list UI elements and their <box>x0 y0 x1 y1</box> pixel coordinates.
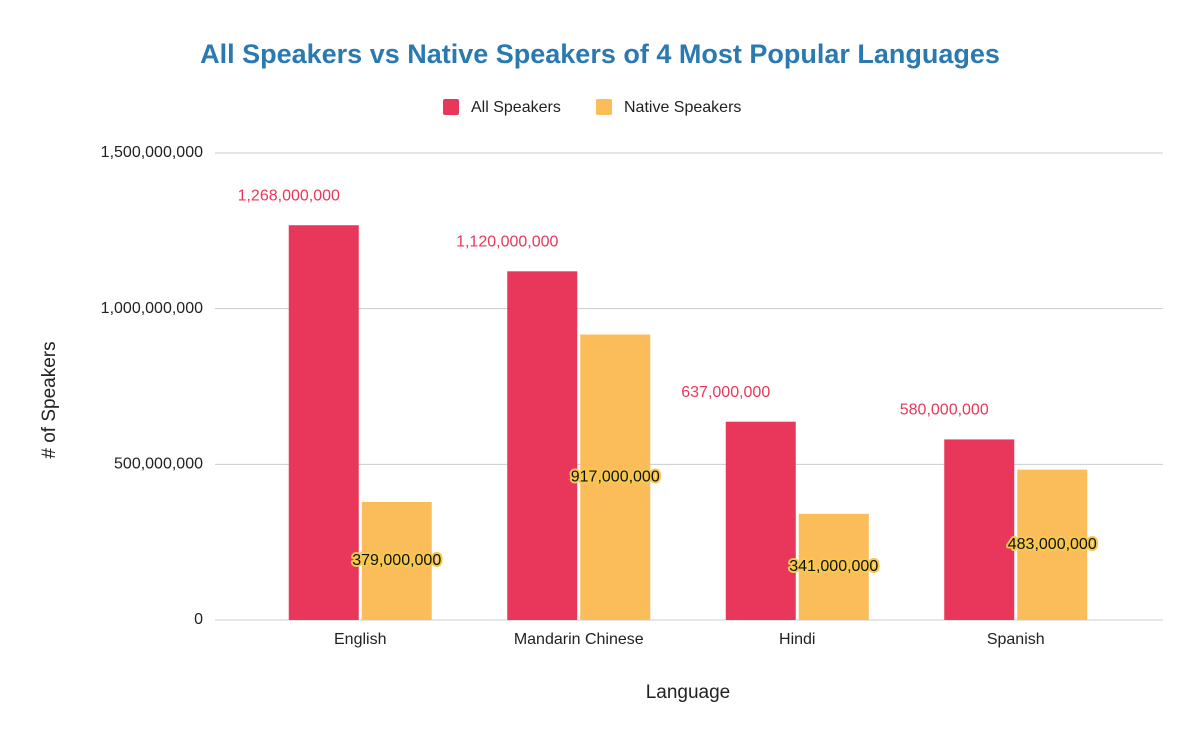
chart-title: All Speakers vs Native Speakers of 4 Mos… <box>200 39 1000 69</box>
data-label: 341,000,000 <box>789 558 878 575</box>
y-axis-title: # of Speakers <box>39 341 60 458</box>
legend-label: All Speakers <box>471 99 561 116</box>
bar <box>361 502 432 620</box>
bar <box>288 225 359 620</box>
bar <box>580 334 651 620</box>
bar <box>507 271 578 620</box>
legend-swatch <box>443 99 459 115</box>
data-label: 379,000,000 <box>352 552 441 569</box>
y-tick-label: 500,000,000 <box>114 456 203 473</box>
x-tick-label: Mandarin Chinese <box>514 631 644 648</box>
legend-label: Native Speakers <box>624 99 741 116</box>
data-label: 637,000,000 <box>681 384 770 401</box>
data-label: 917,000,000 <box>571 468 660 485</box>
y-tick-label: 0 <box>194 611 203 628</box>
data-label: 1,268,000,000 <box>238 187 340 204</box>
bar <box>1017 469 1088 620</box>
bar <box>725 421 796 620</box>
x-tick-label: English <box>334 631 386 648</box>
data-label: 483,000,000 <box>1008 536 1097 553</box>
bar <box>944 439 1015 620</box>
bar <box>798 513 869 620</box>
x-tick-label: Hindi <box>779 631 815 648</box>
x-axis-title: Language <box>646 682 731 703</box>
y-tick-label: 1,000,000,000 <box>101 300 203 317</box>
x-tick-label: Spanish <box>987 631 1045 648</box>
legend-swatch <box>596 99 612 115</box>
data-label: 580,000,000 <box>900 402 989 419</box>
y-tick-label: 1,500,000,000 <box>101 144 203 161</box>
data-label: 1,120,000,000 <box>456 234 558 251</box>
